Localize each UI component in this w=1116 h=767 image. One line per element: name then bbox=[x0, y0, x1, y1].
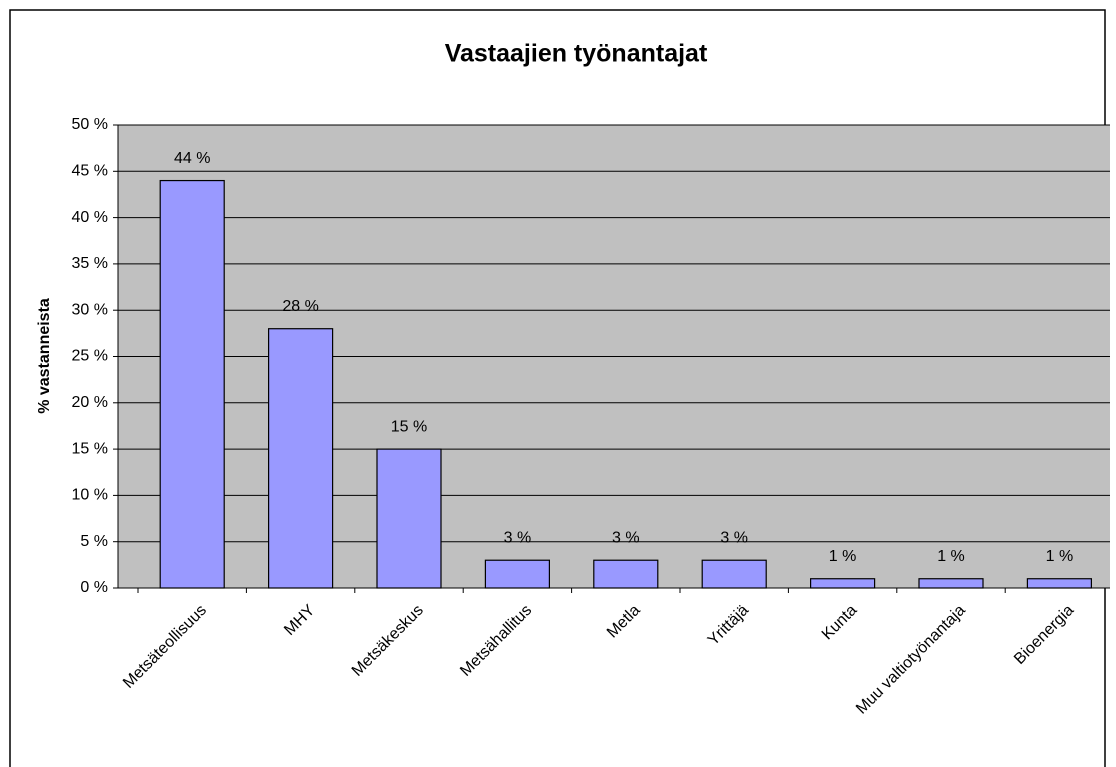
y-tick-label: 20 % bbox=[72, 394, 108, 411]
bar bbox=[809, 578, 876, 589]
y-tick-label: 45 % bbox=[72, 163, 108, 180]
data-label: 28 % bbox=[282, 298, 318, 315]
y-tick-label: 25 % bbox=[72, 348, 108, 365]
y-tick-label: 40 % bbox=[72, 209, 108, 226]
y-tick-label: 35 % bbox=[72, 255, 108, 272]
y-tick-label: 50 % bbox=[72, 116, 108, 133]
chart-title: Vastaajien työnantajat bbox=[445, 40, 708, 68]
y-tick-label: 15 % bbox=[72, 440, 108, 457]
data-label: 1 % bbox=[829, 548, 857, 565]
bar bbox=[1026, 578, 1093, 589]
y-tick-label: 5 % bbox=[80, 533, 108, 550]
data-label: 44 % bbox=[174, 150, 210, 167]
data-label: 3 % bbox=[720, 529, 748, 546]
bar bbox=[376, 448, 442, 589]
data-label: 3 % bbox=[612, 529, 640, 546]
bar bbox=[159, 179, 225, 589]
y-axis-title: % vastanneista bbox=[36, 298, 53, 414]
y-tick-label: 0 % bbox=[80, 579, 108, 596]
data-label: 15 % bbox=[391, 418, 427, 435]
bar bbox=[918, 578, 984, 589]
y-tick-label: 10 % bbox=[72, 487, 108, 504]
data-label: 1 % bbox=[1046, 548, 1074, 565]
bar bbox=[701, 559, 767, 589]
data-label: 3 % bbox=[504, 529, 532, 546]
data-label: 1 % bbox=[937, 548, 965, 565]
bar bbox=[268, 328, 334, 589]
bar bbox=[484, 559, 550, 589]
bar bbox=[593, 559, 659, 589]
y-tick-label: 30 % bbox=[72, 301, 108, 318]
